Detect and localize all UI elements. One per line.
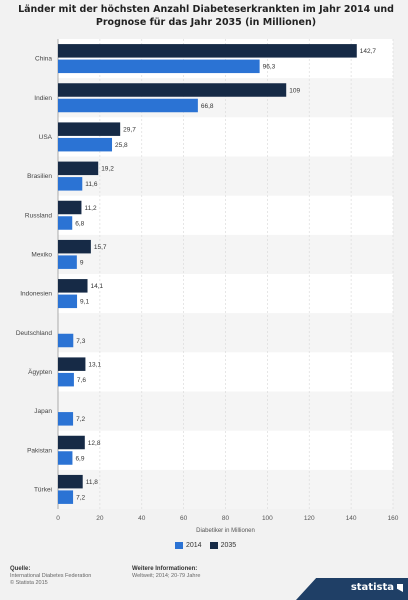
x-tick-label: 140 (346, 515, 357, 522)
x-tick-label: 80 (222, 515, 230, 522)
x-axis-label: Diabetiker in Millionen (196, 528, 255, 534)
bar-2014 (58, 372, 74, 387)
bar-2014 (58, 412, 74, 426)
data-label-2035: 11,8 (86, 479, 99, 486)
x-tick-label: 160 (388, 515, 399, 522)
data-label-2014: 7,2 (76, 494, 85, 501)
info-label: Weitere Informationen: (132, 566, 198, 572)
category-label: China (35, 56, 52, 63)
data-label-2035: 14,1 (91, 283, 104, 290)
data-label-2035: 13,1 (88, 361, 101, 368)
bar-2035 (58, 239, 91, 254)
bar-2035 (58, 122, 121, 136)
data-label-2014: 25,8 (115, 142, 128, 149)
legend: 2014 2035 (175, 542, 244, 549)
brand-name: statista (350, 582, 394, 593)
data-label-2035: 12,8 (88, 440, 101, 447)
bar-2014 (58, 333, 74, 348)
bar-2035 (58, 357, 86, 371)
x-tick-label: 20 (96, 515, 104, 522)
info-block: Weitere Informationen: Weltweit; 2014; 2… (132, 566, 200, 580)
bar-2035 (58, 200, 82, 215)
legend-swatch-2014 (175, 542, 183, 549)
category-label: Pakistan (27, 447, 52, 454)
category-label: Japan (34, 408, 52, 415)
bar-2014 (58, 294, 78, 309)
data-label-2014: 7,2 (76, 416, 85, 423)
category-label: Russland (25, 212, 52, 219)
data-label-2035: 142,7 (360, 48, 377, 55)
category-label: Brasilien (27, 173, 52, 180)
data-label-2014: 96,3 (263, 64, 276, 71)
data-label-2014: 7,3 (76, 338, 85, 345)
category-label: Ägypten (28, 368, 52, 376)
category-label: USA (39, 134, 53, 141)
bar-2014 (58, 137, 113, 152)
bar-2014 (58, 98, 198, 113)
bar-2014 (58, 490, 74, 504)
bar-2035 (58, 474, 83, 489)
data-label-2035: 109 (289, 87, 300, 94)
bar-2035 (58, 44, 357, 58)
data-label-2035: 11,2 (84, 205, 97, 212)
legend-item-2014[interactable]: 2014 (175, 542, 202, 549)
bar-2014 (58, 59, 260, 74)
x-tick-label: 40 (138, 515, 146, 522)
data-label-2035: 29,7 (123, 126, 136, 133)
source-block: Quelle: International Diabetes Federatio… (10, 566, 91, 587)
data-label-2014: 11,6 (85, 181, 98, 188)
x-tick-label: 100 (262, 515, 273, 522)
statista-flag-icon (397, 584, 403, 592)
x-tick-label: 120 (304, 515, 315, 522)
bar-2014 (58, 451, 73, 465)
category-label: Deutschland (16, 330, 53, 337)
data-label-2014: 66,8 (201, 103, 214, 110)
category-label: Indonesien (20, 291, 52, 298)
legend-item-2035[interactable]: 2035 (209, 542, 237, 549)
data-label-2014: 9,1 (80, 299, 89, 306)
bar-2014 (58, 216, 73, 230)
legend-swatch-2035 (209, 542, 218, 549)
bar-2035 (58, 161, 99, 176)
data-label-2014: 9 (80, 259, 84, 266)
source-label: Quelle: (10, 566, 31, 572)
source-line-1: International Diabetes Federation (10, 573, 92, 579)
legend-label-2035: 2035 (220, 542, 237, 549)
x-tick-label: 0 (56, 515, 60, 522)
statista-logo[interactable]: statista (296, 578, 408, 600)
info-line-1[interactable]: Weltweit; 2014; 20-79 Jahre (132, 573, 201, 579)
legend-label-2014: 2014 (186, 542, 202, 549)
data-label-2014: 6,9 (75, 455, 84, 462)
data-label-2014: 6,8 (75, 220, 84, 227)
bar-2035 (58, 279, 88, 293)
data-label-2014: 7,6 (77, 377, 86, 384)
source-line-2: © Statista 2015 (10, 580, 48, 586)
category-label: Mexiko (31, 251, 52, 258)
bar-2014 (58, 255, 77, 269)
bar-chart: 0 20 40 60 80 100 120 140 160 Diabetiker in Milli… (16, 39, 399, 534)
data-label-2035: 19,2 (101, 166, 114, 173)
category-label: Türkei (34, 486, 52, 493)
category-label: Indien (34, 95, 52, 102)
bar-2035 (58, 435, 85, 450)
x-tick-label: 60 (180, 515, 188, 522)
data-label-2035: 15,7 (94, 244, 107, 251)
bar-2035 (58, 83, 287, 97)
bar-2014 (58, 177, 83, 191)
chart-title: Länder mit der höchsten Anzahl Diabetese… (18, 4, 394, 28)
